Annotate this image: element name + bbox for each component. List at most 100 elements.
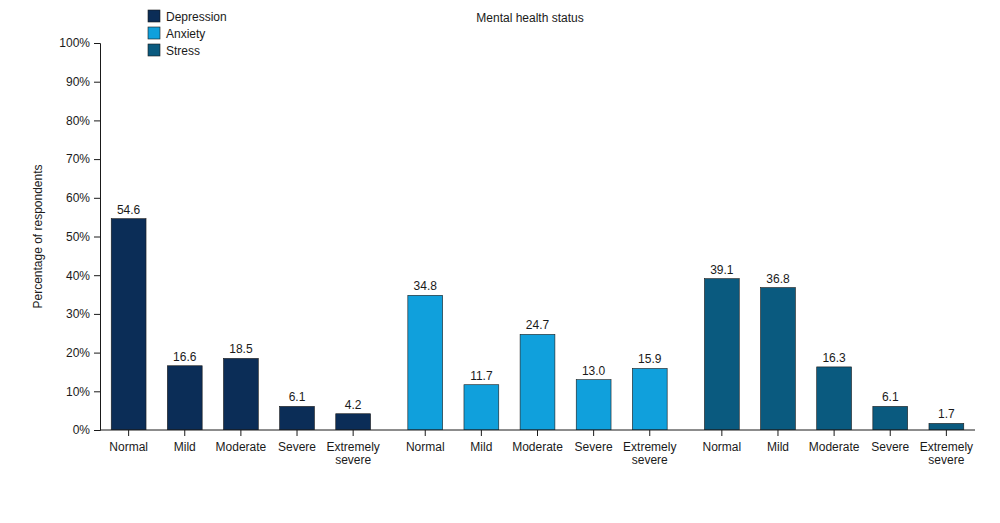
chart-title: Mental health status xyxy=(476,11,583,25)
x-tick: Extremelysevere xyxy=(920,430,973,467)
bars xyxy=(111,219,964,430)
data-label: 6.1 xyxy=(289,390,306,404)
y-tick-label: 0% xyxy=(73,423,91,437)
x-tick: Moderate xyxy=(809,430,860,454)
data-label: 24.7 xyxy=(526,318,550,332)
data-label: 34.8 xyxy=(414,279,438,293)
y-tick-label: 50% xyxy=(66,230,90,244)
y-tick-label: 70% xyxy=(66,152,90,166)
y-tick: 10% xyxy=(66,385,100,399)
data-label: 1.7 xyxy=(938,407,955,421)
legend-item: Anxiety xyxy=(148,27,205,41)
x-tick-label: Severe xyxy=(575,440,613,454)
x-tick-mark xyxy=(481,430,482,436)
legend-label: Stress xyxy=(166,44,200,58)
x-tick-label: Extremelysevere xyxy=(326,440,379,468)
legend-item: Depression xyxy=(148,10,227,24)
bar xyxy=(223,358,258,430)
y-tick-mark xyxy=(94,275,100,276)
data-label: 18.5 xyxy=(229,342,253,356)
y-tick-mark xyxy=(94,353,100,354)
x-tick-label: Moderate xyxy=(809,440,860,454)
x-tick-label: Normal xyxy=(109,440,148,454)
x-axis: NormalMildModerateSevereExtremelysevere xyxy=(406,430,677,467)
x-tick-mark xyxy=(721,430,722,436)
y-tick-mark xyxy=(94,430,100,431)
y-tick: 0% xyxy=(73,423,100,437)
y-tick: 30% xyxy=(66,307,100,321)
x-tick: Mild xyxy=(470,430,492,454)
bar xyxy=(464,385,499,430)
y-tick-label: 90% xyxy=(66,75,90,89)
x-tick: Normal xyxy=(703,430,742,454)
bar xyxy=(520,334,555,430)
x-axis: Normal Mild Moderate Severe Extremelysevere xyxy=(109,430,380,467)
y-tick-label: 60% xyxy=(66,191,90,205)
data-label: 54.6 xyxy=(117,203,141,217)
x-tick-mark xyxy=(240,430,241,436)
x-axis: Normal Mild Moderate Severe Extremelysevere xyxy=(703,430,974,467)
x-tick-mark xyxy=(128,430,129,436)
y-tick-mark xyxy=(94,120,100,121)
data-label: 16.6 xyxy=(173,350,197,364)
x-tick: Mild xyxy=(174,430,196,454)
bar xyxy=(111,219,146,430)
bar xyxy=(280,406,315,430)
x-tick-label: Normal xyxy=(406,440,445,454)
y-tick-label: 10% xyxy=(66,385,90,399)
bar xyxy=(408,295,443,430)
legend-swatch xyxy=(148,27,160,39)
data-label: 16.3 xyxy=(822,351,846,365)
y-tick-mark xyxy=(94,237,100,238)
x-tick-label: Normal xyxy=(703,440,742,454)
y-tick-mark xyxy=(94,159,100,160)
bar xyxy=(167,366,202,430)
y-tick-mark xyxy=(94,314,100,315)
data-label: 15.9 xyxy=(638,352,662,366)
x-tick-mark xyxy=(184,430,185,436)
bar xyxy=(704,279,739,430)
x-tick: Severe xyxy=(278,430,316,454)
x-tick-mark xyxy=(834,430,835,436)
x-tick-mark xyxy=(353,430,354,436)
y-tick: 50% xyxy=(66,230,100,244)
x-tick-mark xyxy=(777,430,778,436)
data-label: 11.7 xyxy=(470,369,493,383)
legend-label: Anxiety xyxy=(166,27,205,41)
data-label: 6.1 xyxy=(882,390,899,404)
x-tick-mark xyxy=(537,430,538,436)
data-labels: 54.6 16.6 18.5 6.1 4.2 34.8 11.7 24.7 13.0 15.9 39… xyxy=(117,203,955,422)
legend-swatch xyxy=(148,44,160,56)
y-tick: 90% xyxy=(66,75,100,89)
y-tick: 20% xyxy=(66,346,100,360)
bar xyxy=(873,406,908,430)
y-axis-title: Percentage of respondents xyxy=(31,164,45,308)
x-tick-label: Severe xyxy=(871,440,909,454)
data-label: 4.2 xyxy=(345,398,362,412)
y-tick-mark xyxy=(94,391,100,392)
y-axis: 0%10%20%30%40%50%60%70%80%90%100% xyxy=(59,36,100,437)
bar xyxy=(817,367,852,430)
x-tick-label: Moderate xyxy=(512,440,563,454)
legend-label: Depression xyxy=(166,10,227,24)
x-tick-mark xyxy=(946,430,947,436)
data-label: 39.1 xyxy=(710,263,734,277)
y-axis-line xyxy=(94,44,101,431)
y-tick: 100% xyxy=(59,36,100,50)
bar xyxy=(576,380,611,430)
y-tick-label: 80% xyxy=(66,114,90,128)
x-tick: Severe xyxy=(575,430,613,454)
x-tick: Normal xyxy=(406,430,445,454)
y-tick-label: 100% xyxy=(59,36,90,50)
y-tick-mark xyxy=(94,82,100,83)
x-tick: Normal xyxy=(109,430,148,454)
y-tick-label: 30% xyxy=(66,307,90,321)
x-tick-label: Mild xyxy=(767,440,789,454)
bar xyxy=(336,414,371,430)
y-tick-mark xyxy=(94,43,100,44)
x-tick-mark xyxy=(649,430,650,436)
x-tick-label: Moderate xyxy=(216,440,267,454)
legend-swatch xyxy=(148,10,160,22)
x-tick-mark xyxy=(297,430,298,436)
data-label: 13.0 xyxy=(582,364,606,378)
